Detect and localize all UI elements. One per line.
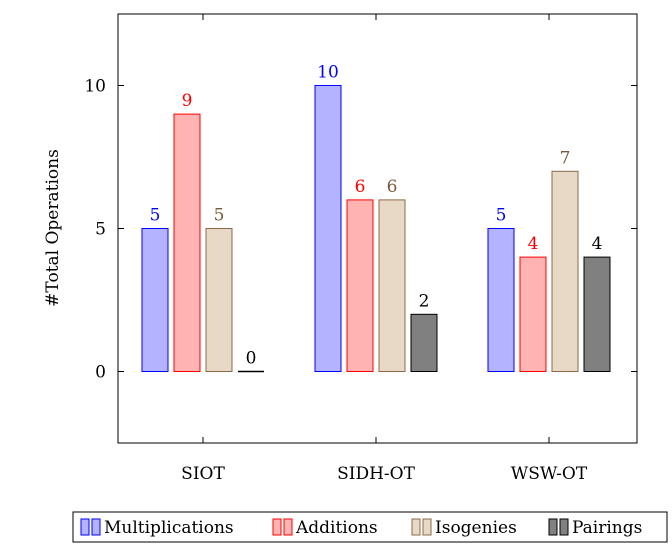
data-label: 5 [496,206,507,226]
bar-multiplications-wsw-ot [487,228,515,372]
legend-label: Isogenies [435,518,517,538]
legend-label: Multiplications [104,518,234,538]
y-axis-title: #Total Operations [43,149,63,307]
data-label: 9 [182,91,193,111]
y-tick-label: 0 [95,363,106,383]
bar-multiplications-sidh-ot [314,85,342,372]
bar-additions-wsw-ot [519,256,547,373]
data-label: 10 [317,63,339,83]
bar-pairings-wsw-ot [583,256,611,373]
legend-swatch-isogenies [411,518,432,536]
x-tick-label: WSW-OT [511,464,588,484]
data-label: 5 [214,206,225,226]
legend-swatch-pairings [548,518,569,536]
legend-swatch-multiplications [80,518,101,536]
data-label: 4 [528,234,539,254]
data-label: 0 [246,349,257,369]
legend-label: Pairings [572,518,642,538]
bar-isogenies-wsw-ot [551,170,579,372]
data-label: 6 [355,177,366,197]
data-label: 6 [387,177,398,197]
bar-additions-sidh-ot [346,199,374,372]
data-label: 7 [560,148,571,168]
bar-pairings-sidh-ot [410,313,438,372]
bar-additions-siot [173,113,201,372]
legend: Multiplications Additions Isogenies Pairing… [72,511,668,543]
y-tick-label: 10 [84,77,106,97]
bar-multiplications-siot [141,228,169,372]
axis-ticks: 0 5 10 SIOT SIDH-OT WSW-OT [84,14,637,484]
legend-label: Additions [295,518,378,538]
x-tick-label: SIDH-OT [337,464,415,484]
bar-isogenies-siot [205,228,233,372]
data-label: 5 [150,206,161,226]
data-label: 2 [419,291,430,311]
bars-group [141,85,611,373]
legend-swatch-additions [272,518,293,536]
data-labels-group: 5 9 5 0 10 6 6 2 5 4 7 4 [150,63,603,369]
x-tick-label: SIOT [181,464,225,484]
data-label: 4 [592,234,603,254]
y-tick-label: 5 [95,220,106,240]
bar-isogenies-sidh-ot [378,199,406,372]
